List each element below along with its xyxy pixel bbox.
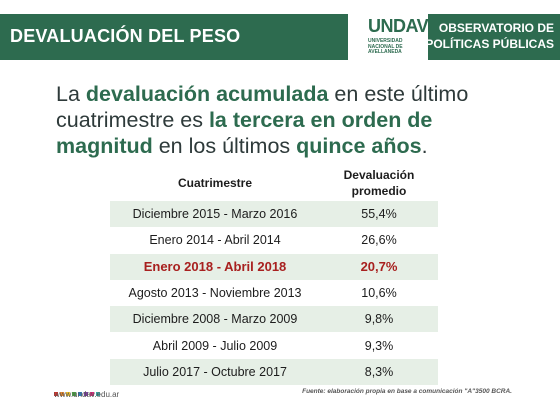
headline-emphasis: quince años xyxy=(296,134,422,158)
period-cell: Abril 2009 - Julio 2009 xyxy=(152,338,278,353)
headline-text: . xyxy=(421,134,428,158)
header-title-band: DEVALUACIÓN DEL PESO xyxy=(0,14,348,60)
observatory-title-line2: POLÍTICAS PÚBLICAS xyxy=(425,37,554,51)
table-row: Diciembre 2015 - Marzo 2016 55,4% xyxy=(110,201,438,228)
undav-logo: UNDAV UNIVERSIDAD NACIONAL DE AVELLANEDA xyxy=(356,12,429,64)
color-dot xyxy=(96,392,100,396)
value-cell: 26,6% xyxy=(361,233,397,248)
table-row: Enero 2014 - Abril 2014 26,6% xyxy=(110,227,438,253)
logo-subtitle: UNIVERSIDAD NACIONAL DE AVELLANEDA xyxy=(368,38,422,56)
period-cell: Agosto 2013 - Noviembre 2013 xyxy=(128,286,302,301)
table-row: Diciembre 2008 - Marzo 2009 9,8% xyxy=(110,306,438,333)
source-note: Fuente: elaboración propia en base a com… xyxy=(302,388,512,395)
table-header-row: Cuatrimestre Devaluación promedio xyxy=(110,164,438,201)
value-cell: 55,4% xyxy=(320,201,438,228)
headline-emphasis: la tercera en orden de magnitud xyxy=(56,108,433,158)
headline-text: en los últimos xyxy=(152,134,297,158)
observatory-band: OBSERVATORIO DE POLÍTICAS PÚBLICAS xyxy=(425,14,560,60)
value-cell: 9,3% xyxy=(364,338,394,353)
period-cell: Enero 2014 - Abril 2014 xyxy=(149,233,281,248)
color-dot xyxy=(66,392,70,396)
color-dot xyxy=(72,392,76,396)
headline-text: en este último cuatrimestre es xyxy=(56,82,469,132)
column-header-period: Cuatrimestre xyxy=(110,164,320,201)
website-link[interactable]: www.undav.edu.ar xyxy=(54,390,120,399)
period-cell: Julio 2017 - Octubre 2017 xyxy=(110,358,320,386)
logo-subtitle-line: NACIONAL DE xyxy=(368,43,403,50)
table-row: Julio 2017 - Octubre 2017 8,3% xyxy=(110,358,438,386)
header-bar: DEVALUACIÓN DEL PESO UNDAV UNIVERSIDAD N… xyxy=(0,0,560,72)
value-cell: 9,8% xyxy=(320,306,438,333)
headline: La devaluación acumulada en este último … xyxy=(56,81,526,159)
observatory-title-line1: OBSERVATORIO DE xyxy=(438,21,554,35)
color-dot xyxy=(90,392,94,396)
logo-wordmark: UNDAV xyxy=(368,16,429,36)
column-header-value: Devaluación promedio xyxy=(320,164,438,201)
headline-emphasis: devaluación acumulada xyxy=(85,82,329,106)
value-cell: 20,7% xyxy=(320,253,438,280)
color-dot xyxy=(60,392,64,396)
value-cell: 10,6% xyxy=(361,286,397,301)
table-row-highlighted: Enero 2018 - Abril 2018 20,7% xyxy=(110,253,438,280)
period-cell: Diciembre 2015 - Marzo 2016 xyxy=(110,201,320,228)
logo-subtitle-line: AVELLANEDA xyxy=(368,49,402,56)
table-row: Abril 2009 - Julio 2009 9,3% xyxy=(110,332,438,358)
color-dot xyxy=(54,392,58,396)
value-cell: 8,3% xyxy=(320,358,438,386)
color-dot xyxy=(84,392,88,396)
period-cell: Enero 2018 - Abril 2018 xyxy=(110,253,320,280)
devaluation-table: Cuatrimestre Devaluación promedio Diciem… xyxy=(110,164,438,386)
headline-text: La xyxy=(56,82,86,106)
section-title: DEVALUACIÓN DEL PESO xyxy=(10,26,241,46)
brand-color-dots xyxy=(54,383,102,396)
color-dot xyxy=(78,392,82,396)
observatory-title: OBSERVATORIO DE POLÍTICAS PÚBLICAS xyxy=(425,20,554,52)
period-cell: Diciembre 2008 - Marzo 2009 xyxy=(110,306,320,333)
logo-subtitle-line: UNIVERSIDAD xyxy=(368,38,403,44)
table-row: Agosto 2013 - Noviembre 2013 10,6% xyxy=(110,280,438,306)
